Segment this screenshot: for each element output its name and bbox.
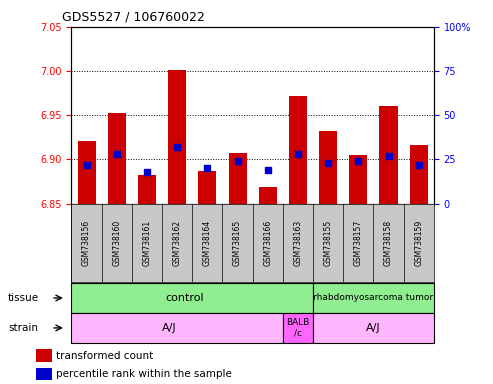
Text: rhabdomyosarcoma tumor: rhabdomyosarcoma tumor <box>314 293 433 303</box>
Text: GSM738158: GSM738158 <box>384 220 393 266</box>
Bar <box>319 131 337 204</box>
Point <box>113 151 121 157</box>
Text: GDS5527 / 106760022: GDS5527 / 106760022 <box>62 10 205 23</box>
Text: BALB
/c: BALB /c <box>286 318 310 338</box>
Text: GSM738164: GSM738164 <box>203 220 212 266</box>
Text: GSM738155: GSM738155 <box>323 220 333 266</box>
Text: GSM738166: GSM738166 <box>263 220 272 266</box>
Point <box>83 162 91 168</box>
Point <box>324 160 332 166</box>
Point <box>234 158 242 164</box>
Text: GSM738162: GSM738162 <box>173 220 182 266</box>
Bar <box>71 313 283 343</box>
Point <box>385 153 392 159</box>
Bar <box>36 368 52 380</box>
Bar <box>313 283 434 313</box>
Bar <box>71 283 313 313</box>
Text: GSM738160: GSM738160 <box>112 220 121 266</box>
Point <box>204 165 211 171</box>
Text: transformed count: transformed count <box>56 351 153 361</box>
Bar <box>138 175 156 204</box>
Text: GSM738165: GSM738165 <box>233 220 242 266</box>
Text: GSM738157: GSM738157 <box>354 220 363 266</box>
Bar <box>283 313 313 343</box>
Text: GSM738156: GSM738156 <box>82 220 91 266</box>
Text: control: control <box>166 293 204 303</box>
Bar <box>259 187 277 204</box>
Text: GSM738161: GSM738161 <box>142 220 151 266</box>
Bar <box>289 96 307 204</box>
Point <box>173 144 181 150</box>
Bar <box>77 141 96 204</box>
Bar <box>107 113 126 204</box>
Text: strain: strain <box>8 323 38 333</box>
Point <box>354 158 362 164</box>
Text: GSM738159: GSM738159 <box>414 220 423 266</box>
Point <box>264 167 272 173</box>
Bar <box>313 313 434 343</box>
Bar <box>380 106 397 204</box>
Text: tissue: tissue <box>8 293 39 303</box>
Point <box>415 162 423 168</box>
Bar <box>168 70 186 204</box>
Bar <box>198 171 216 204</box>
Bar <box>36 349 52 362</box>
Point <box>294 151 302 157</box>
Text: percentile rank within the sample: percentile rank within the sample <box>56 369 232 379</box>
Point <box>143 169 151 175</box>
Text: GSM738163: GSM738163 <box>293 220 303 266</box>
Bar <box>410 145 428 204</box>
Bar <box>228 153 246 204</box>
Bar <box>349 155 367 204</box>
Text: A/J: A/J <box>366 323 381 333</box>
Text: A/J: A/J <box>162 323 177 333</box>
